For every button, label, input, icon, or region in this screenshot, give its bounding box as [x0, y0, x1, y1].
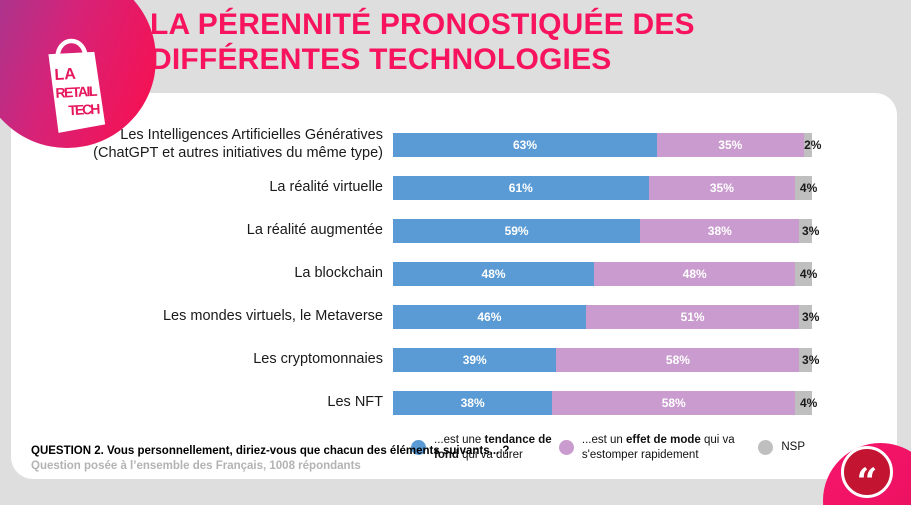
bar-value-label: 38%: [707, 223, 732, 238]
stacked-bar: 46% 51% 3%: [393, 304, 819, 329]
bar-value-label: 3%: [802, 352, 820, 367]
bar-value-label: 58%: [665, 352, 690, 367]
bar-value-label: 35%: [718, 137, 743, 152]
chart-row: Les cryptomonnaies 39% 58% 3%: [31, 338, 819, 381]
bar-value-label: 61%: [508, 180, 533, 195]
bar-segment-nsp: 4%: [795, 175, 817, 200]
bar-segment-nsp: 3%: [799, 218, 819, 243]
bag-body: [48, 51, 106, 133]
legend-label: ...est une tendance de fond qui va durer: [434, 434, 552, 461]
chart-row: La blockchain 48% 48% 4%: [31, 252, 817, 295]
quote-blob: “: [823, 443, 911, 505]
bar-value-label: 48%: [682, 266, 707, 281]
bar-segment-effet-de-mode: 51%: [585, 304, 800, 329]
bar-value-label: 51%: [680, 309, 705, 324]
legend-item: NSP: [758, 440, 805, 456]
source-text: Question posée à l’ensemble des Français…: [31, 460, 361, 473]
legend-item: ...est un effet de mode qui va s'estompe…: [558, 433, 758, 463]
category-label: Les Intelligences Artificielles Générati…: [93, 127, 383, 161]
bar-value-label: 63%: [512, 137, 537, 152]
bar-segment-effet-de-mode: 35%: [656, 132, 804, 157]
logo-line-2: RETAIL: [55, 83, 98, 101]
footnote: QUESTION 2. Vous personnellement, diriez…: [31, 444, 509, 474]
chart-row: Les mondes virtuels, le Metaverse 46% 51% 3…: [31, 295, 819, 338]
stacked-bar-chart: Les Intelligences Artificielles Générati…: [31, 123, 821, 424]
chart-row: La réalité virtuelle 61% 35% 4%: [31, 166, 817, 209]
bar-segment-effet-de-mode: 35%: [648, 175, 796, 200]
bar-value-label: 3%: [802, 309, 820, 324]
bar-value-label: 46%: [477, 309, 502, 324]
stacked-bar: 61% 35% 4%: [393, 175, 817, 200]
bar-value-label: 4%: [799, 266, 818, 281]
category-label: Les mondes virtuels, le Metaverse: [162, 307, 383, 324]
bar-segment-effet-de-mode: 38%: [640, 218, 800, 243]
bar-segment-nsp: 3%: [799, 304, 819, 329]
logo-line-3: TECH: [68, 101, 101, 119]
bar-segment-effet-de-mode: 58%: [552, 390, 796, 415]
bar-segment-nsp: 4%: [795, 390, 817, 415]
bar-segment-tendance-de-fond: 39%: [393, 347, 557, 372]
stacked-bar: 59% 38% 3%: [393, 218, 819, 243]
legend-label: ...est un effet de mode qui va s'estompe…: [581, 434, 735, 461]
category-label: La blockchain: [294, 264, 383, 281]
bar-value-label: 2%: [804, 137, 822, 152]
bar-segment-tendance-de-fond: 48%: [393, 261, 595, 286]
bar-value-label: 38%: [460, 395, 485, 410]
bar-value-label: 58%: [661, 395, 686, 410]
bar-value-label: 4%: [799, 180, 818, 195]
bar-segment-effet-de-mode: 48%: [594, 261, 796, 286]
question-text: QUESTION 2. Vous personnellement, diriez…: [31, 445, 510, 458]
bar-segment-nsp: 4%: [795, 261, 817, 286]
bar-value-label: 59%: [504, 223, 529, 238]
stacked-bar: 48% 48% 4%: [393, 261, 817, 286]
bar-segment-tendance-de-fond: 38%: [393, 390, 553, 415]
bar-value-label: 39%: [462, 352, 487, 367]
bar-segment-tendance-de-fond: 61%: [393, 175, 649, 200]
logo-line-1: LA: [54, 66, 77, 84]
bar-value-label: 48%: [481, 266, 506, 281]
legend-item: ...est une tendance de fond qui va durer: [411, 433, 559, 463]
chart-row: La réalité augmentée 59% 38% 3%: [31, 209, 819, 252]
legend-label: NSP: [781, 441, 805, 454]
stacked-bar: 38% 58% 4%: [393, 390, 817, 415]
shopping-bag-icon: LA RETAIL TECH: [48, 38, 106, 133]
category-label: La réalité augmentée: [246, 221, 383, 238]
stacked-bar: 39% 58% 3%: [393, 347, 819, 372]
bar-segment-tendance-de-fond: 46%: [393, 304, 586, 329]
chart-row: Les NFT 38% 58% 4%: [31, 381, 817, 424]
bar-segment-nsp: 3%: [799, 347, 819, 372]
bar-segment-nsp: 2%: [803, 132, 821, 157]
bar-value-label: 3%: [802, 223, 820, 238]
chart-card: Les Intelligences Artificielles Générati…: [11, 93, 897, 479]
bar-value-label: 35%: [709, 180, 734, 195]
bar-segment-tendance-de-fond: 59%: [393, 218, 641, 243]
category-label: Les cryptomonnaies: [253, 350, 383, 367]
bar-value-label: 4%: [799, 395, 818, 410]
chart-row: Les Intelligences Artificielles Générati…: [31, 123, 821, 166]
legend-dot-icon: [558, 440, 574, 456]
legend-dot-icon: [758, 440, 774, 456]
bar-segment-tendance-de-fond: 63%: [393, 132, 657, 157]
bag-handle: [55, 38, 88, 58]
page-title: LA PÉRENNITÉ PRONOSTIQUÉE DES DIFFÉRENTE…: [150, 8, 695, 76]
chart-legend: ...est une tendance de fond qui va durer…: [411, 433, 805, 463]
quote-icon: “: [841, 446, 893, 500]
category-label: La réalité virtuelle: [269, 178, 383, 195]
legend-dot-icon: [411, 440, 426, 456]
bar-segment-effet-de-mode: 58%: [556, 347, 800, 372]
stacked-bar: 63% 35% 2%: [393, 132, 821, 157]
category-label: Les NFT: [327, 393, 383, 410]
